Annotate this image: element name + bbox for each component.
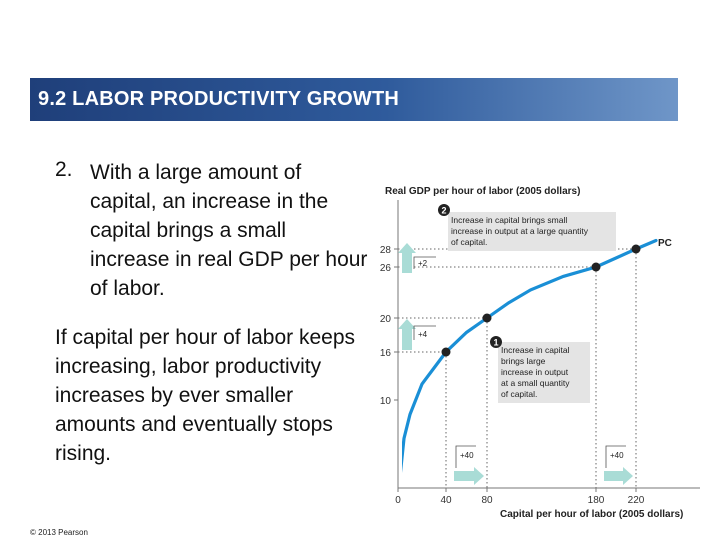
data-point <box>631 244 641 254</box>
x-increase-arrow <box>454 467 484 485</box>
step-badge <box>490 336 502 348</box>
annotation-box <box>498 342 590 403</box>
x-tick-label: 40 <box>440 495 452 506</box>
x-tick-label: 0 <box>395 495 401 506</box>
data-point <box>591 262 601 272</box>
x-increase-arrow <box>604 467 633 485</box>
x-tick-label: 180 <box>588 495 605 506</box>
label-bracket <box>413 325 436 340</box>
x-tick-label: 80 <box>481 495 493 506</box>
x-tick-label: 220 <box>628 495 645 506</box>
annotation-text: brings large <box>501 356 546 366</box>
label-bracket <box>413 256 436 269</box>
x-axis-title: Capital per hour of labor (2005 dollars) <box>500 509 683 520</box>
y-axis-title: Real GDP per hour of labor (2005 dollars… <box>385 186 580 197</box>
step-badge <box>438 204 450 216</box>
y-tick-label: 28 <box>380 245 392 256</box>
point-number: 2. <box>55 158 73 181</box>
y-increase-arrow <box>398 319 416 350</box>
body-paragraph: If capital per hour of labor keeps incre… <box>55 326 356 465</box>
annotation-text: of capital. <box>451 237 487 247</box>
step-badge-label: 2 <box>441 206 446 216</box>
data-point <box>482 313 492 323</box>
slide-title: 9.2 LABOR PRODUCTIVITY GROWTH <box>38 88 400 110</box>
annotation-text: Increase in capital brings small <box>451 215 567 225</box>
point-text: With a large amount of capital, an incre… <box>90 161 368 300</box>
step-badge-label: 1 <box>493 338 498 348</box>
title-bar: 9.2 LABOR PRODUCTIVITY GROWTH <box>30 78 678 121</box>
y-tick-label: 10 <box>380 396 392 407</box>
data-point <box>441 347 451 357</box>
annotation-text: at a small quantity <box>501 378 570 388</box>
annotation-text: of capital. <box>501 389 537 399</box>
label-bracket <box>455 445 476 468</box>
series-label: PC <box>658 238 672 249</box>
annotation-text: increase in output at a large quantity <box>451 226 589 236</box>
productivity-chart: Real GDP per hour of labor (2005 dollars… <box>380 186 700 520</box>
y-tick-label: 26 <box>380 263 392 274</box>
y-increase-label: +4 <box>418 330 428 339</box>
annotation-box <box>448 212 616 251</box>
annotation-text: increase in output <box>501 367 569 377</box>
x-increase-label: +40 <box>460 451 474 460</box>
y-increase-arrow <box>398 243 416 273</box>
copyright-notice: © 2013 Pearson <box>30 528 88 537</box>
y-tick-label: 20 <box>380 314 392 325</box>
x-increase-label: +40 <box>610 451 624 460</box>
y-increase-label: +2 <box>418 259 428 268</box>
annotation-text: Increase in capital <box>501 345 570 355</box>
label-bracket <box>605 445 626 468</box>
y-tick-label: 16 <box>380 348 392 359</box>
